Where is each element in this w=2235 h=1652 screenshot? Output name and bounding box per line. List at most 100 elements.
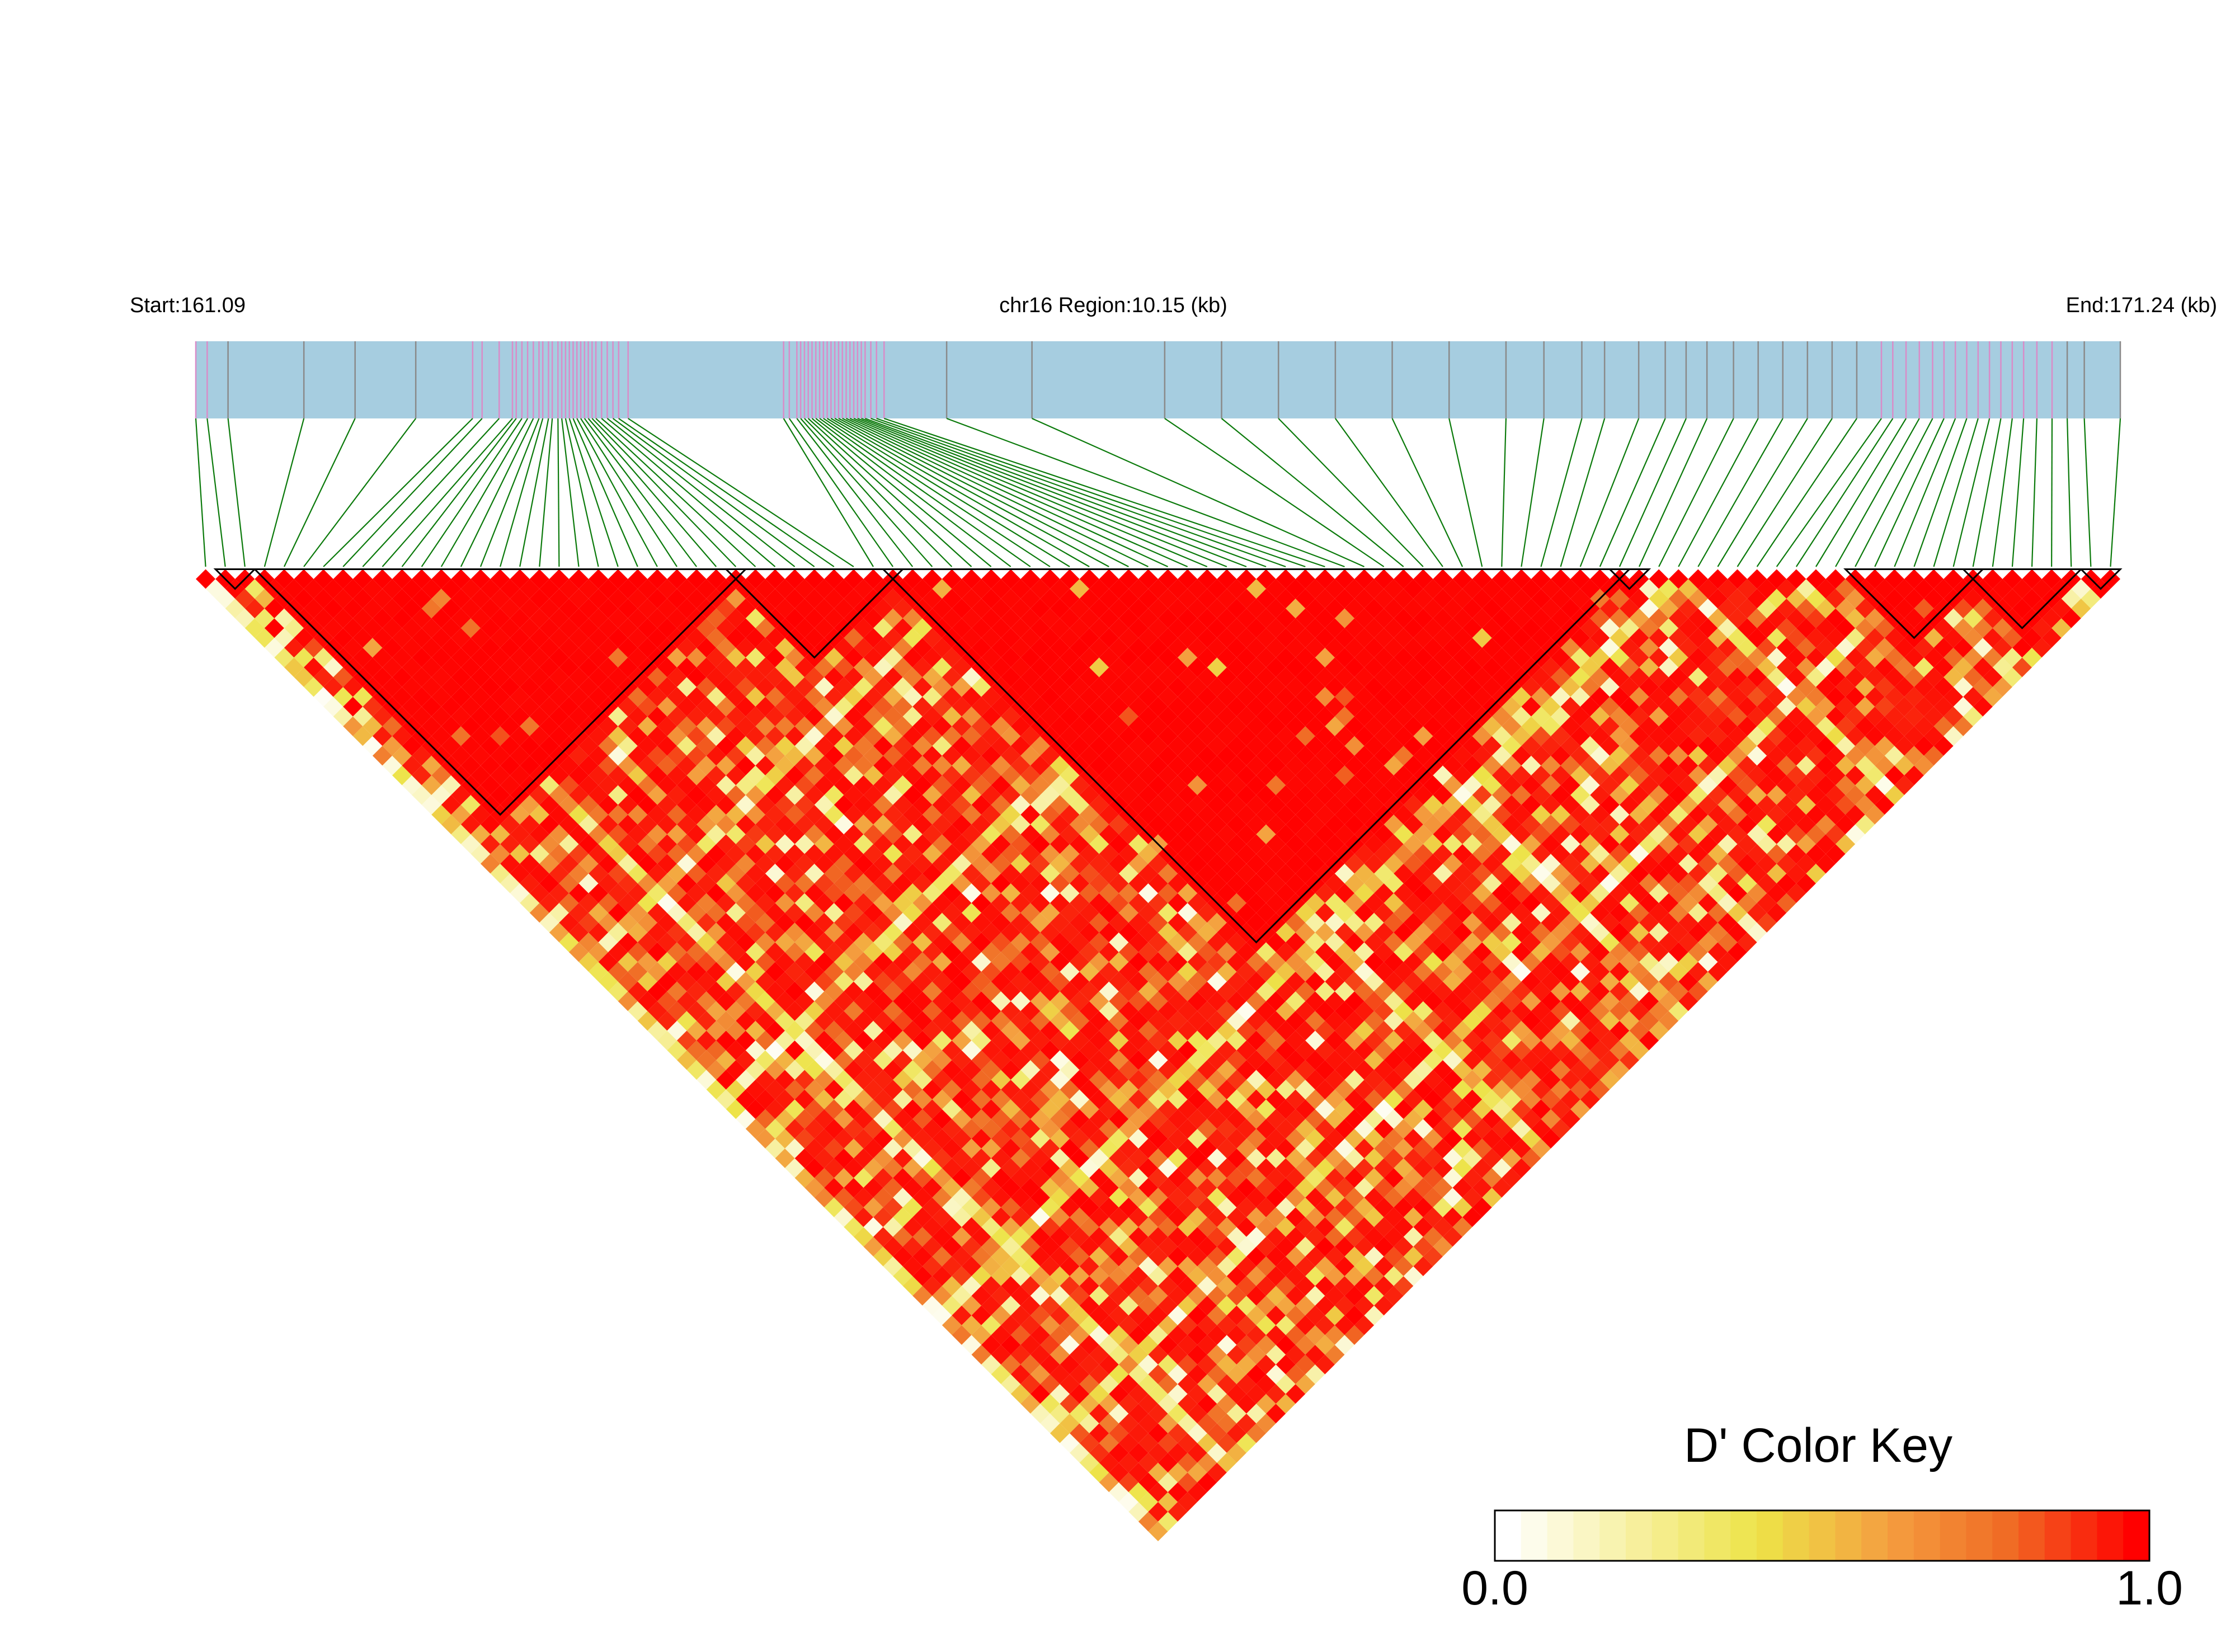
ld-cell: [1796, 638, 1816, 658]
ld-cell: [1511, 628, 1531, 648]
ld-cell: [1394, 647, 1414, 667]
ld-cell: [1168, 795, 1188, 815]
ld-cell: [1629, 981, 1649, 1001]
ld-cell: [1187, 599, 1207, 619]
ld-cell: [1099, 1335, 1119, 1355]
ld-cell: [1718, 618, 1738, 638]
ld-cell: [1286, 716, 1306, 736]
ld-cell: [1148, 1070, 1168, 1090]
ld-cell: [1295, 608, 1315, 628]
ld-cell: [1364, 795, 1384, 815]
ld-cell: [1875, 736, 1895, 756]
snp-connector: [819, 418, 1031, 567]
ld-cell: [1433, 1001, 1453, 1021]
ld-cell: [1178, 647, 1198, 667]
snp-connector: [362, 418, 500, 567]
ld-cell: [1128, 1423, 1149, 1443]
ld-cell: [1197, 1197, 1217, 1217]
ld-cell: [1040, 1335, 1060, 1355]
snp-connector: [1678, 418, 1759, 567]
ld-cell: [1079, 1335, 1099, 1355]
ld-cell: [1010, 1168, 1031, 1188]
ld-cell: [1551, 903, 1571, 923]
ld-cell: [1344, 854, 1364, 874]
ld-cell: [1668, 804, 1688, 825]
ld-cell: [1334, 589, 1355, 609]
ld-cell: [1610, 589, 1630, 609]
ld-cell: [1462, 795, 1483, 815]
ld-cell: [1158, 1060, 1178, 1080]
ld-cell: [1570, 647, 1591, 667]
ld-cell: [1668, 1001, 1688, 1021]
ld-cell: [1118, 1178, 1138, 1198]
ld-cell: [1698, 854, 1718, 874]
ld-cell: [1236, 942, 1257, 962]
ld-cell: [1678, 775, 1698, 796]
ld-cell: [1276, 863, 1296, 884]
ld-cell: [1521, 696, 1541, 717]
ld-cell: [1491, 1040, 1512, 1060]
ld-cell: [1246, 599, 1267, 619]
ld-cell: [1825, 707, 1846, 727]
ld-cell: [1197, 647, 1217, 667]
ld-cell: [981, 1276, 1001, 1296]
ld-cell: [1187, 834, 1207, 854]
ld-cell: [1236, 1256, 1257, 1277]
ld-cell: [1541, 972, 1561, 992]
ld-cell: [785, 942, 805, 962]
ld-cell: [1491, 883, 1512, 903]
ld-cell: [1276, 962, 1296, 982]
ld-cell: [785, 726, 805, 746]
ld-cell: [1394, 589, 1414, 609]
ld-cell: [1698, 736, 1718, 756]
ld-cell: [1394, 923, 1414, 943]
ld-cell: [1276, 608, 1296, 628]
ld-cell: [1884, 765, 1904, 785]
ld-cell: [1138, 785, 1158, 805]
ld-cell: [559, 579, 579, 599]
ld-cell: [1610, 903, 1630, 923]
ld-cell: [1099, 1374, 1119, 1394]
ld-cell: [1178, 844, 1198, 864]
ld-cell: [1020, 1354, 1041, 1375]
ld-cell: [1256, 942, 1276, 962]
ld-cell: [1315, 1040, 1335, 1060]
ld-cell: [1001, 1354, 1021, 1375]
ld-cell: [1020, 1394, 1041, 1414]
ld-cell: [1207, 618, 1227, 638]
ld-cell: [1010, 1364, 1031, 1385]
ld-cell: [1128, 1227, 1149, 1247]
ld-cell: [1374, 1217, 1394, 1237]
ld-cell: [1875, 579, 1895, 599]
ld-cell: [1138, 1119, 1158, 1139]
ld-cell: [1668, 903, 1688, 923]
ld-cell: [1619, 815, 1639, 835]
ld-cell: [794, 1148, 815, 1169]
ld-cell: [1138, 1001, 1158, 1021]
ld-cell: [1580, 677, 1600, 697]
ld-cell: [961, 1178, 982, 1198]
ld-cell: [1619, 618, 1639, 638]
ld-cell: [1158, 1119, 1178, 1139]
ld-cell: [981, 1335, 1001, 1355]
ld-cell: [1286, 775, 1306, 796]
ld-cell: [1698, 696, 1718, 717]
ld-cell: [1158, 1080, 1178, 1100]
ld-cell: [1276, 628, 1296, 648]
ld-cell: [1236, 1236, 1257, 1257]
ld-cell: [1462, 618, 1483, 638]
ld-cell: [1256, 804, 1276, 825]
ld-cell: [1138, 1236, 1158, 1257]
ld-cell: [1256, 765, 1276, 785]
ld-cell: [1747, 667, 1767, 688]
ld-cell: [1364, 1148, 1384, 1169]
ld-cell: [1315, 687, 1335, 707]
ld-cell: [1295, 962, 1315, 982]
ld-cell: [1737, 815, 1757, 835]
ld-cell: [1639, 579, 1659, 599]
ld-cell: [1226, 815, 1246, 835]
ld-cell: [1590, 746, 1610, 766]
ld-cell: [1168, 991, 1188, 1011]
ld-cell: [1727, 785, 1748, 805]
ld-cell: [1364, 1246, 1384, 1267]
